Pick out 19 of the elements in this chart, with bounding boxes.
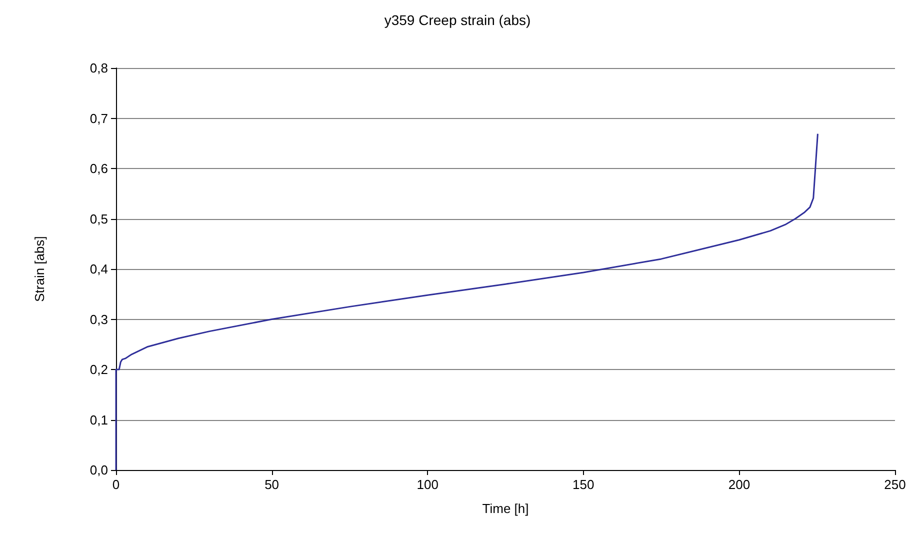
- x-tick-label: 200: [728, 477, 750, 492]
- y-tick-label: 0,7: [90, 110, 108, 126]
- x-axis-title: Time [h]: [482, 501, 529, 516]
- x-tick-label: 250: [884, 477, 906, 492]
- x-tick-label: 100: [416, 477, 438, 492]
- y-tick-label: 0,0: [90, 462, 108, 478]
- y-tick-label: 0,5: [90, 211, 108, 226]
- y-tick-label: 0,4: [90, 262, 108, 276]
- y-tick-label: 0,6: [90, 161, 108, 176]
- y-tick-label: 0,8: [90, 60, 108, 76]
- y-tick-label: 0,3: [90, 312, 108, 327]
- chart-title: y359 Creep strain (abs): [384, 12, 531, 28]
- x-tick-label: 50: [264, 477, 280, 492]
- y-axis-title: Strain [abs]: [32, 236, 47, 302]
- y-tick-label: 0,2: [90, 362, 108, 377]
- line-series: [115, 133, 818, 471]
- x-tick-label: 0: [112, 477, 120, 492]
- y-tick-label: 0,1: [90, 412, 108, 428]
- x-tick-label: 150: [572, 477, 594, 492]
